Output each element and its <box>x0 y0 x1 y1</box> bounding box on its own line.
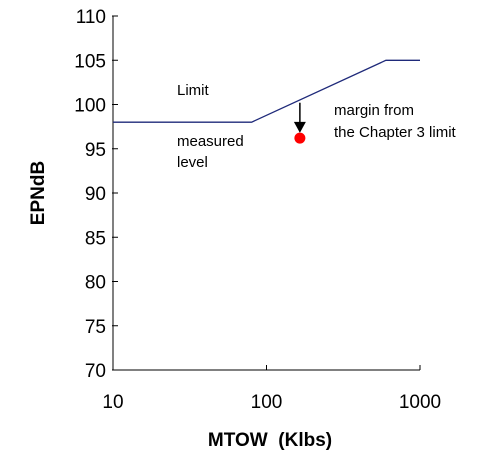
y-tick-label: 95 <box>85 140 106 161</box>
x-tick-label: 10 <box>102 392 123 413</box>
measured-label-line1: measured <box>177 133 244 150</box>
y-tick-label: 100 <box>74 96 106 117</box>
limit-line <box>113 59 420 123</box>
y-tick-label: 80 <box>85 273 106 294</box>
y-axis-title: EPNdB <box>28 161 49 225</box>
y-ticks: 70 75 80 85 90 95 100 105 110 <box>74 7 118 382</box>
x-tick-label: 1000 <box>399 392 441 413</box>
x-ticks: 10 100 1000 <box>102 365 441 413</box>
y-tick-label: 85 <box>85 228 106 249</box>
measured-point <box>294 132 306 144</box>
y-tick-label: 90 <box>85 184 106 205</box>
x-axis-title: MTOW (Klbs) <box>208 430 332 451</box>
limit-label: Limit <box>177 82 210 99</box>
series-layer <box>113 59 420 123</box>
margin-label-line2: the Chapter 3 limit <box>334 124 457 141</box>
points-layer <box>293 102 306 144</box>
margin-label-line1: margin from <box>334 102 414 119</box>
measured-label-line2: level <box>177 154 208 171</box>
y-tick-label: 110 <box>76 7 106 28</box>
y-tick-label: 70 <box>85 361 106 382</box>
x-tick-label: 100 <box>251 392 283 413</box>
y-tick-label: 105 <box>74 51 106 72</box>
plot-area: 70 75 80 85 90 95 100 105 110 10 100 1000 Limit me… <box>74 7 456 413</box>
margin-arrow-head <box>293 121 306 133</box>
y-tick-label: 75 <box>85 317 106 338</box>
